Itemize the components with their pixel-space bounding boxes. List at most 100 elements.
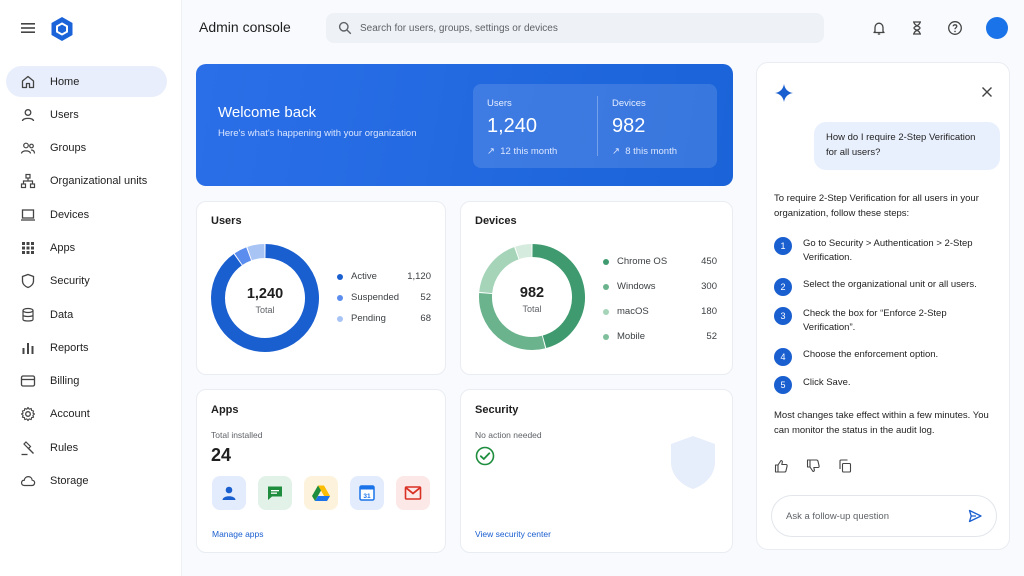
- step-number: 2: [774, 278, 792, 296]
- legend-value: 300: [701, 281, 717, 292]
- sidebar-item-reports[interactable]: Reports: [6, 332, 167, 363]
- welcome-subtitle: Here's what's happening with your organi…: [218, 128, 417, 139]
- legend-item: macOS 180: [603, 299, 717, 324]
- gavel-icon: [20, 440, 36, 456]
- followup-input[interactable]: Ask a follow-up question: [771, 495, 997, 537]
- hero-divider: [597, 96, 598, 156]
- hero-users-trend-text: 12 this month: [500, 146, 558, 157]
- step-item: 3 Check the box for “Enforce 2-Step Veri…: [774, 307, 999, 335]
- sidebar-item-storage[interactable]: Storage: [6, 466, 167, 497]
- app-tile-drive[interactable]: [304, 476, 338, 510]
- users-donut-center: 1,240 Total: [209, 286, 321, 315]
- send-icon[interactable]: [968, 509, 982, 523]
- sidebar-item-organizational-units[interactable]: Organizational units: [6, 166, 167, 197]
- hourglass-icon[interactable]: [909, 20, 925, 36]
- sidebar-nav: Home Users Groups Organizational units D…: [6, 66, 167, 499]
- hero-users-label: Users: [487, 98, 512, 109]
- sidebar-item-home[interactable]: Home: [6, 66, 167, 97]
- sidebar-item-label: Rules: [50, 441, 79, 454]
- legend-name: Pending: [351, 313, 386, 324]
- legend-name: Active: [351, 271, 377, 282]
- legend-item: Mobile 52: [603, 324, 717, 349]
- apps-grid-icon: [20, 240, 36, 256]
- view-security-center-link[interactable]: View security center: [475, 529, 551, 539]
- sidebar-item-users[interactable]: Users: [6, 99, 167, 130]
- hero-devices-value: 982: [612, 115, 646, 137]
- avatar[interactable]: [986, 17, 1008, 39]
- trend-up-icon: ↗: [487, 146, 495, 157]
- hero-users-stat: Users 1,240 ↗ 12 this month: [487, 98, 557, 157]
- app-tile-users[interactable]: [212, 476, 246, 510]
- sidebar-item-label: Data: [50, 308, 74, 321]
- legend-dot: [337, 315, 343, 322]
- legend-name: macOS: [617, 306, 649, 317]
- users-total-label: Total: [255, 305, 275, 315]
- home-icon: [20, 74, 36, 90]
- legend-value: 52: [420, 292, 431, 303]
- devices-card-title: Devices: [475, 215, 517, 227]
- sidebar-item-rules[interactable]: Rules: [6, 432, 167, 463]
- app-tile-calendar[interactable]: 31: [350, 476, 384, 510]
- assistant-outro: Most changes take effect within a few mi…: [774, 410, 989, 436]
- legend-value: 1,120: [407, 271, 431, 282]
- donut-segment-macos: [479, 247, 519, 294]
- devices-card[interactable]: Devices 982 Total Chrome OS 450 Windows …: [460, 201, 733, 375]
- drive-app-icon: [312, 485, 330, 501]
- users-donut-chart: [211, 244, 319, 352]
- step-number: 1: [774, 237, 792, 255]
- sidebar-item-label: Organizational units: [50, 175, 148, 188]
- security-card[interactable]: Security No action needed View security …: [460, 389, 733, 553]
- users-legend: Active 1,120 Suspended 52 Pending 68: [337, 266, 431, 329]
- app-tile-chat[interactable]: [258, 476, 292, 510]
- app-tile-gmail[interactable]: [396, 476, 430, 510]
- step-item: 1 Go to Security > Authentication > 2-St…: [774, 237, 999, 265]
- hero-devices-trend-text: 8 this month: [625, 146, 677, 157]
- sidebar-item-data[interactable]: Data: [6, 299, 167, 330]
- check-circle-icon: [475, 446, 495, 466]
- hero-devices-trend: ↗ 8 this month: [612, 146, 677, 157]
- sidebar-item-label: Storage: [50, 475, 89, 488]
- org-units-icon: [20, 173, 36, 189]
- thumbs-up-icon[interactable]: [774, 459, 788, 473]
- sidebar-item-security[interactable]: Security: [6, 266, 167, 297]
- copy-icon[interactable]: [838, 459, 852, 473]
- sidebar: Home Users Groups Organizational units D…: [0, 0, 182, 576]
- assistant-intro: To require 2-Step Verification for all u…: [774, 193, 979, 219]
- help-icon[interactable]: [947, 20, 963, 36]
- apps-card-title: Apps: [211, 404, 239, 416]
- user-question-bubble: How do I require 2-Step Verification for…: [814, 122, 1000, 170]
- legend-dot: [603, 283, 609, 290]
- menu-icon[interactable]: [19, 19, 37, 37]
- sidebar-item-account[interactable]: Account: [6, 399, 167, 430]
- assistant-panel: How do I require 2-Step Verification for…: [756, 62, 1010, 550]
- bar-chart-icon: [20, 340, 36, 356]
- sidebar-item-devices[interactable]: Devices: [6, 199, 167, 230]
- sidebar-item-billing[interactable]: Billing: [6, 366, 167, 397]
- legend-value: 450: [701, 256, 717, 267]
- devices-legend: Chrome OS 450 Windows 300 macOS 180 Mobi…: [603, 249, 717, 349]
- notifications-bell-icon[interactable]: [871, 20, 887, 36]
- legend-value: 68: [420, 313, 431, 324]
- donut-segment-windows: [479, 292, 546, 350]
- apps-card[interactable]: Apps Total installed 24 31 Manage apps: [196, 389, 446, 553]
- legend-dot: [603, 333, 609, 340]
- close-icon[interactable]: [981, 86, 993, 98]
- welcome-banner: Welcome back Here's what's happening wit…: [196, 64, 733, 186]
- gear-icon: [20, 406, 36, 422]
- thumbs-down-icon[interactable]: [806, 459, 820, 473]
- step-item: 2 Select the organizational unit or all …: [774, 278, 999, 296]
- hero-devices-stat: Devices 982 ↗ 8 this month: [612, 98, 677, 157]
- database-icon: [20, 307, 36, 323]
- groups-icon: [20, 140, 36, 156]
- legend-name: Mobile: [617, 331, 645, 342]
- legend-value: 52: [706, 331, 717, 342]
- security-shield-illustration-icon: [671, 436, 715, 489]
- shield-icon: [20, 273, 36, 289]
- users-card[interactable]: Users 1,240 Total Active 1,120 Suspended…: [196, 201, 446, 375]
- legend-item: Active 1,120: [337, 266, 431, 287]
- legend-dot: [603, 258, 609, 265]
- search-input[interactable]: Search for users, groups, settings or de…: [326, 13, 824, 43]
- sidebar-item-apps[interactable]: Apps: [6, 232, 167, 263]
- manage-apps-link[interactable]: Manage apps: [212, 529, 264, 539]
- sidebar-item-groups[interactable]: Groups: [6, 133, 167, 164]
